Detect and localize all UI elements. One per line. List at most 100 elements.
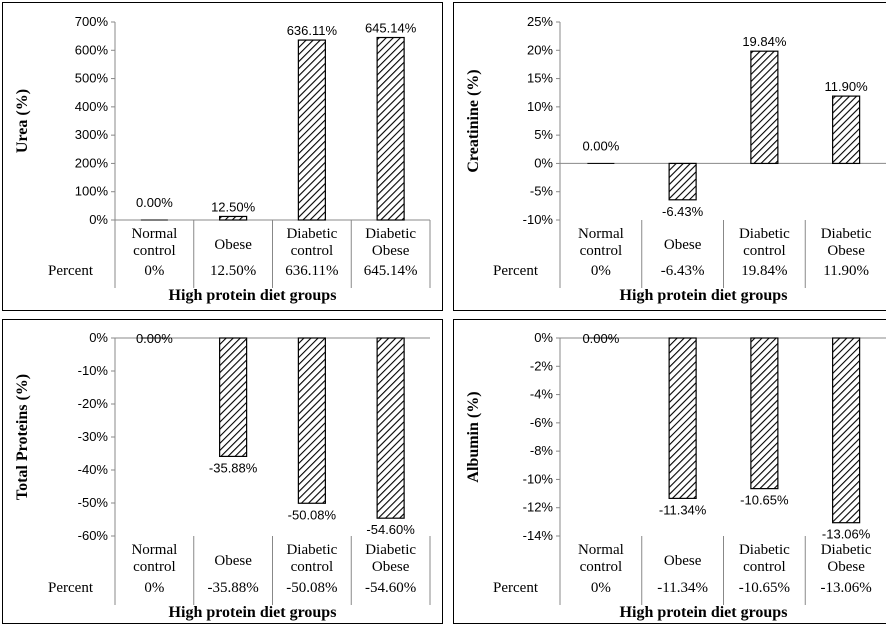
urea-chart: 0% 100% 200% 300% 400% 500% 600% 700% 0.00% 12.50… [14, 14, 431, 304]
y-axis-title: Total Proteins (%) [14, 374, 31, 500]
data-label: 0.00% [582, 138, 619, 153]
y-tick-label: -10% [523, 471, 554, 486]
y-tick-label: -10% [78, 363, 109, 378]
category-label: Normal [578, 542, 624, 558]
category-label: Diabetic [286, 226, 337, 242]
y-tick-label: 0% [534, 330, 553, 345]
data-label: 645.14% [365, 21, 417, 36]
category-label: Obese [664, 553, 702, 569]
table-cell: 11.90% [823, 263, 869, 279]
bar [750, 50, 779, 165]
category-label: Normal [131, 542, 177, 558]
x-axis-title: High protein diet groups [620, 604, 788, 621]
bar [587, 162, 615, 164]
bar [668, 337, 697, 499]
bar [587, 337, 615, 339]
y-tick-label: -10% [523, 212, 554, 227]
category-label: control [580, 559, 623, 575]
bar [140, 337, 168, 339]
y-tick-label: 25% [527, 14, 553, 29]
bar [219, 215, 248, 221]
data-label: 0.00% [136, 195, 173, 210]
y-tick-label: 500% [75, 71, 109, 86]
y-tick-label: -6% [530, 415, 554, 430]
data-label: -11.34% [659, 502, 707, 517]
data-label: 11.90% [825, 79, 869, 94]
table-cell: -10.65% [739, 580, 790, 596]
category-label: Normal [578, 226, 624, 242]
albumin-chart-panel: -14% -12% -10% -8% -6% -4% -2% 0% 0.00% -11.34% -1… [453, 319, 886, 624]
data-label: -54.60% [366, 522, 415, 537]
table-cell: 0% [591, 263, 611, 279]
bar [832, 337, 861, 524]
table-cell: 0% [591, 580, 611, 596]
table-cell: -50.08% [286, 580, 337, 596]
bar [140, 219, 168, 221]
y-tick-label: -8% [530, 443, 554, 458]
category-label: Diabetic [739, 226, 790, 242]
bar [668, 162, 697, 201]
x-axis-title: High protein diet groups [169, 604, 337, 621]
y-tick-label: -2% [530, 358, 554, 373]
category-label: Diabetic [286, 542, 337, 558]
y-tick-label: 200% [75, 155, 109, 170]
table-cell: -13.06% [821, 580, 872, 596]
y-tick-label: -14% [523, 528, 554, 543]
y-tick-label: -12% [523, 500, 554, 515]
data-label: 636.11% [287, 23, 338, 38]
y-tick-label: 20% [527, 42, 553, 57]
y-tick-label: -5% [530, 184, 554, 199]
category-label: control [580, 243, 623, 259]
y-tick-label: -60% [78, 528, 109, 543]
bar [297, 39, 326, 221]
urea-chart-panel: 0% 100% 200% 300% 400% 500% 600% 700% 0.00% 12.50… [2, 2, 443, 311]
y-tick-label: -4% [530, 387, 554, 402]
category-label: Obese [214, 237, 252, 253]
y-tick-label: 300% [75, 127, 109, 142]
category-label: Obese [827, 243, 865, 259]
table-cell: 12.50% [210, 263, 256, 279]
creatinine-chart-panel: -10% -5% 0% 5% 10% 15% 20% 25% 0.00% -6.43% 19.84%… [453, 2, 886, 311]
category-label: control [291, 243, 334, 259]
table-cell: -11.34% [657, 580, 708, 596]
bar [297, 337, 326, 504]
y-axis-title: Creatinine (%) [465, 69, 482, 172]
bar [376, 36, 405, 221]
category-label: Obese [827, 559, 865, 575]
category-label: control [133, 559, 176, 575]
category-label: Obese [214, 553, 252, 569]
table-row-label: Percent [493, 263, 539, 279]
creatinine-chart: -10% -5% 0% 5% 10% 15% 20% 25% 0.00% -6.43% 19.84%… [465, 14, 886, 304]
category-label: Obese [664, 237, 702, 253]
data-label: -6.43% [662, 204, 704, 219]
y-tick-label: 15% [527, 71, 553, 86]
data-label: -10.65% [740, 493, 789, 508]
table-row-label: Percent [48, 263, 94, 279]
data-label: -13.06% [822, 527, 871, 542]
category-label: Obese [372, 243, 410, 259]
category-label: Obese [372, 559, 410, 575]
x-axis-title: High protein diet groups [620, 287, 788, 304]
category-label: Diabetic [739, 542, 790, 558]
data-label: 12.50% [211, 199, 256, 214]
table-cell: -54.60% [365, 580, 416, 596]
data-label: -50.08% [288, 507, 337, 522]
y-axis-title: Urea (%) [14, 89, 31, 153]
category-label: Diabetic [821, 542, 872, 558]
y-tick-label: 400% [75, 99, 109, 114]
table-cell: 0% [144, 580, 164, 596]
category-label: control [743, 243, 786, 259]
bar [832, 95, 861, 165]
category-label: Diabetic [365, 542, 416, 558]
data-label: 19.84% [742, 34, 787, 49]
y-axis-title: Albumin (%) [465, 391, 482, 482]
table-cell: 645.14% [364, 263, 418, 279]
y-tick-label: 0% [534, 155, 553, 170]
y-tick-label: -40% [78, 462, 109, 477]
y-tick-label: -50% [78, 495, 109, 510]
y-tick-label: 0% [89, 330, 108, 345]
category-label: control [291, 559, 334, 575]
y-tick-label: 10% [527, 99, 553, 114]
table-cell: 0% [144, 263, 164, 279]
data-label: -35.88% [209, 460, 258, 475]
